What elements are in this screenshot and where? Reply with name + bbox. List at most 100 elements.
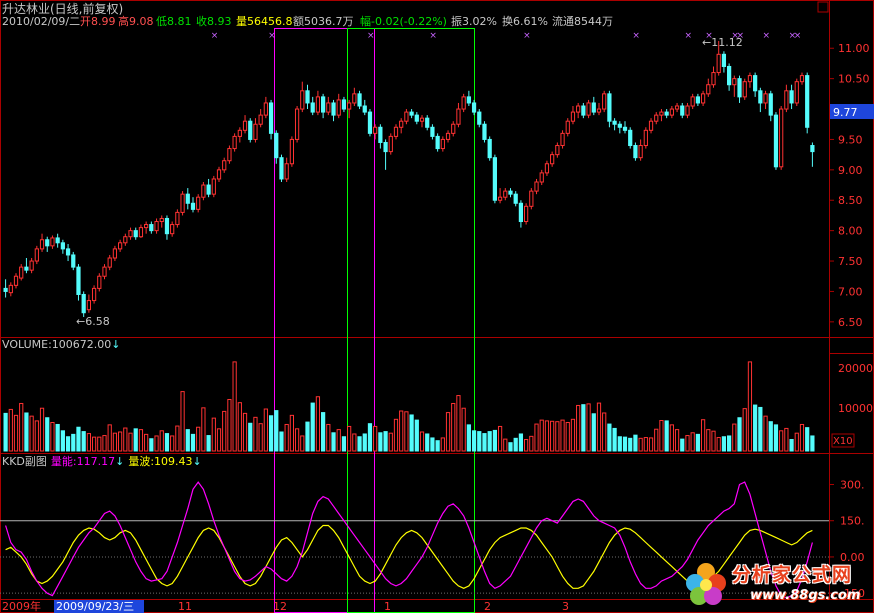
volume-bar-105 (550, 420, 555, 452)
candle-body-116 (607, 93, 612, 122)
candle-body-102 (534, 181, 539, 192)
volume-bar-143 (747, 361, 753, 452)
volume-bar-117 (612, 427, 617, 452)
stock-title: 升达林业(日线,前复权) (2, 1, 123, 16)
volume-tick-1: 20000 (838, 362, 873, 375)
candle-body-143 (747, 75, 753, 83)
volume-bar-138 (721, 436, 727, 452)
price-axis: 11.0010.5010.009.509.008.508.007.507.006… (829, 42, 870, 329)
volume-bar-147 (768, 421, 773, 452)
candle-body-126 (659, 111, 664, 116)
volume-bar-48 (253, 416, 258, 452)
candle-body-27 (144, 224, 149, 229)
volume-bar-4 (24, 412, 29, 452)
candle-body-30 (159, 217, 164, 223)
volume-bar-60 (315, 396, 321, 452)
candle-body-42 (222, 160, 227, 171)
candle-body-152 (794, 81, 799, 104)
candle-body-20 (107, 257, 112, 268)
volume-scale-label: X10 (833, 436, 853, 447)
volume-bar-16 (86, 433, 91, 452)
volume-bar-106 (555, 421, 560, 452)
low-marker-value: 6.58 (85, 315, 110, 328)
candle-body-97 (508, 190, 513, 195)
candle-body-150 (784, 90, 789, 110)
candle-body-0 (3, 287, 8, 292)
candle-body-49 (258, 114, 263, 125)
volume-bar-123 (643, 437, 648, 452)
volume-bar-128 (669, 424, 674, 452)
price-panel[interactable]: × × × × × × × × ×× × ×× (3, 31, 815, 317)
volume-bar-125 (654, 428, 659, 452)
month-12: 12 (273, 600, 287, 613)
volume-bar-34 (180, 391, 185, 452)
candle-body-67 (352, 93, 357, 104)
candle-body-105 (550, 154, 555, 165)
volume-bar-68 (357, 436, 362, 452)
volume-bar-15 (81, 431, 86, 452)
candle-body-86 (451, 123, 456, 134)
header-turnover: 换6.61% (502, 14, 548, 28)
header-amount: 额5036.7万 (293, 15, 354, 28)
candle-body-37 (196, 196, 201, 210)
event-marker-0: × (211, 31, 219, 41)
volume-bar-96 (503, 438, 508, 452)
candle-body-101 (529, 190, 534, 207)
kkd-wave-label: 量波:109.43 (128, 455, 192, 468)
volume-bar-141 (737, 417, 742, 452)
candle-body-125 (654, 114, 659, 122)
candle-body-88 (461, 96, 466, 110)
volume-bar-126 (659, 420, 664, 452)
time-axis: 2009年 2009/09/23/三 11 12 1 2 3 (2, 599, 569, 613)
volume-bar-45 (237, 402, 242, 452)
candle-body-13 (71, 254, 76, 268)
candle-body-59 (310, 102, 315, 113)
candle-body-108 (565, 120, 570, 134)
candle-body-109 (570, 111, 576, 122)
price-tick-1: 10.50 (838, 73, 870, 86)
candle-body-96 (503, 190, 508, 198)
kkd-wave-line (5, 524, 813, 589)
event-marker-5: × (632, 31, 640, 41)
month-3: 3 (562, 600, 569, 613)
kkd-energy-line (5, 481, 813, 599)
volume-bar-24 (128, 432, 133, 452)
window-close-box[interactable] (817, 1, 829, 13)
volume-panel[interactable] (3, 361, 815, 452)
volume-bar-67 (352, 433, 357, 452)
candle-body-77 (404, 111, 409, 122)
cursor-date-label: 2009/09/23/三 (56, 600, 134, 613)
volume-bar-17 (91, 436, 97, 452)
kkd-tick-1: 150. (840, 515, 865, 528)
candle-body-63 (331, 102, 336, 116)
event-marker-9: × (737, 31, 745, 41)
volume-bar-6 (34, 420, 39, 452)
candle-body-80 (419, 117, 425, 122)
volume-bar-110 (576, 404, 581, 452)
volume-bar-118 (617, 436, 622, 452)
volume-bar-116 (607, 423, 612, 452)
volume-bar-93 (487, 431, 492, 452)
volume-bar-89 (466, 424, 471, 452)
volume-bar-136 (711, 430, 716, 452)
price-tick-6: 8.00 (838, 225, 863, 238)
volume-bar-43 (227, 399, 232, 452)
kkd-tick-2: 0.00 (840, 551, 865, 564)
candle-body-112 (586, 102, 591, 116)
candle-body-104 (544, 163, 550, 174)
volume-scale-box (831, 433, 855, 448)
candle-body-51 (268, 102, 274, 134)
candle-body-99 (518, 202, 524, 223)
candle-body-34 (180, 193, 185, 213)
candle-body-10 (55, 237, 60, 244)
candle-body-129 (674, 105, 680, 110)
candle-body-121 (633, 145, 638, 159)
kkd-name: KKD副图 (2, 455, 47, 468)
candle-body-118 (617, 123, 622, 128)
volume-bar-102 (534, 423, 539, 452)
volume-bar-69 (362, 433, 367, 452)
volume-bar-62 (326, 423, 331, 452)
candle-body-114 (596, 108, 602, 113)
volume-bar-98 (513, 437, 518, 452)
